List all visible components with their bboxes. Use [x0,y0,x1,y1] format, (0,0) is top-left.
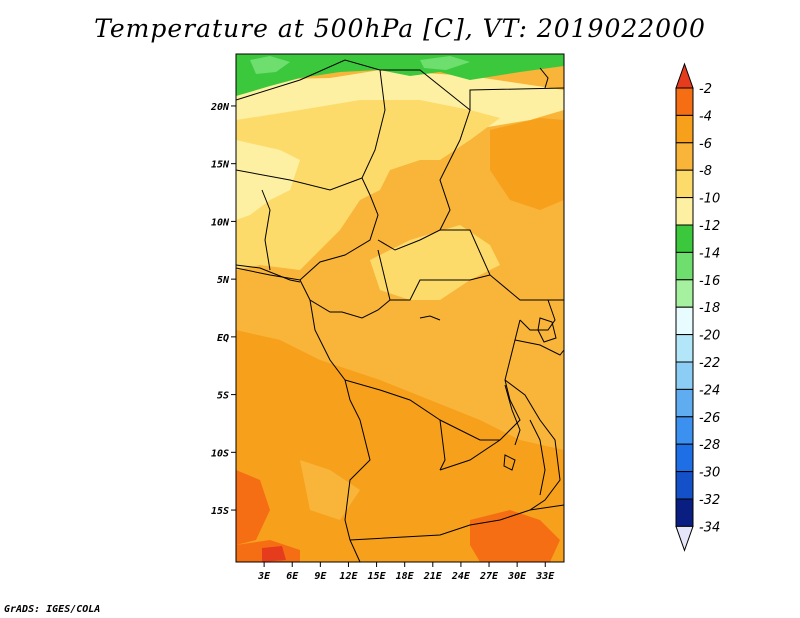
colorbar-segment [675,142,694,171]
colorbar-label: -4 [699,109,712,124]
colorbar-segment [675,361,694,390]
colorbar-arrow-top [675,62,694,89]
border-line [236,264,301,283]
colorbar-segment [675,251,694,281]
colorbar-arrow-bottom [675,525,694,552]
grads-credit: GrADS: IGES/COLA [4,604,101,615]
x-tick-label: 30E [507,571,527,582]
colorbar-label: -16 [699,274,720,289]
colorbar-segment [675,443,694,473]
x-tick-label: 15E [368,571,387,582]
border-line [236,169,363,191]
temperature-field [236,54,564,562]
lake-line [529,419,546,496]
contour-minus10-west [236,140,300,220]
colorbar-segment [675,471,694,500]
contour-minus4-se [470,510,560,562]
colorbar-label: -26 [699,411,720,426]
colorbar-label: -14 [699,246,720,261]
y-tick-label: 15S [211,506,229,517]
x-tick-label: 21E [423,571,443,582]
y-tick-label: 5S [217,391,229,402]
border-line [236,59,386,281]
x-tick-label: 27E [479,571,499,582]
x-axis: 3E 6E 9E 12E 15E 18E 21E 24E 27E 30E 33E [257,562,555,582]
contour-minus14 [250,56,290,74]
colorbar-label: -8 [699,164,712,179]
lake-line [537,317,557,343]
colorbar-label: -20 [699,329,720,344]
x-tick-label: 12E [339,571,358,582]
colorbar-segment [675,169,694,199]
border-line [519,299,556,331]
contour-minus4 [236,470,270,545]
y-tick-label: 15N [211,160,230,171]
contour-minus8-south [300,460,360,520]
colorbar-segment [675,114,694,144]
border-line [261,189,271,271]
contour-minus8 [236,100,500,270]
contour-minus6-east [490,118,564,210]
y-tick-label: 10N [211,217,230,228]
colorbar-label: -24 [699,383,720,398]
map-title: Temperature at 500hPa [C], VT: 201902200… [94,14,706,43]
map-frame [235,53,565,563]
border-line [344,379,446,471]
contour-minus14-b [420,56,470,70]
colorbar-label: -6 [699,137,712,152]
contour-minus12 [236,54,564,96]
y-tick-label: 10S [211,448,229,459]
colorbar: -2 -4 -6 -8 -10 -12 -14 -16 -18 -20 -22 -24 -26 -28 -3… [675,62,720,552]
x-tick-label: 24E [451,571,471,582]
y-tick-label: EQ [217,333,229,344]
colorbar-label: -10 [699,192,720,207]
colorbar-segment [675,279,694,308]
colorbar-segment [675,416,694,445]
colorbar-label: -18 [699,301,720,316]
y-tick-label: 20N [210,102,230,113]
colorbar-label: -32 [699,493,720,508]
border-line [439,319,521,471]
border-line [504,379,561,511]
colorbar-label: -12 [699,219,720,234]
country-borders [236,59,564,562]
colorbar-segment [675,87,694,116]
colorbar-segment [675,388,694,418]
colorbar-label: -28 [699,438,720,453]
colorbar-segment [675,306,694,336]
border-line [349,504,564,541]
lake-line [539,67,549,89]
colorbar-label: -30 [699,466,720,481]
border-line [377,109,471,251]
y-axis: 20N 15N 10N 5N EQ 5S 10S 15S [210,102,236,517]
lake-line [504,384,521,446]
colorbar-segment [675,197,694,226]
x-tick-label: 33E [535,571,555,582]
x-tick-label: 3E [257,571,271,582]
x-tick-label: 9E [314,571,327,582]
colorbar-segment [675,498,694,527]
contour-minus2 [262,546,286,562]
colorbar-segment [675,334,694,363]
x-tick-label: 6E [286,571,299,582]
y-tick-label: 5N [217,275,230,286]
border-line [377,249,491,301]
colorbar-label: -22 [699,356,720,371]
colorbar-segment [675,224,694,253]
x-tick-label: 18E [396,571,415,582]
colorbar-label: -2 [699,82,712,97]
lake-line [419,315,441,321]
lake-line [503,454,516,471]
colorbar-label: -34 [699,520,720,535]
contour-minus8-central [370,225,500,300]
border-line [309,299,351,401]
border-line [439,419,500,441]
border-line [514,339,564,356]
